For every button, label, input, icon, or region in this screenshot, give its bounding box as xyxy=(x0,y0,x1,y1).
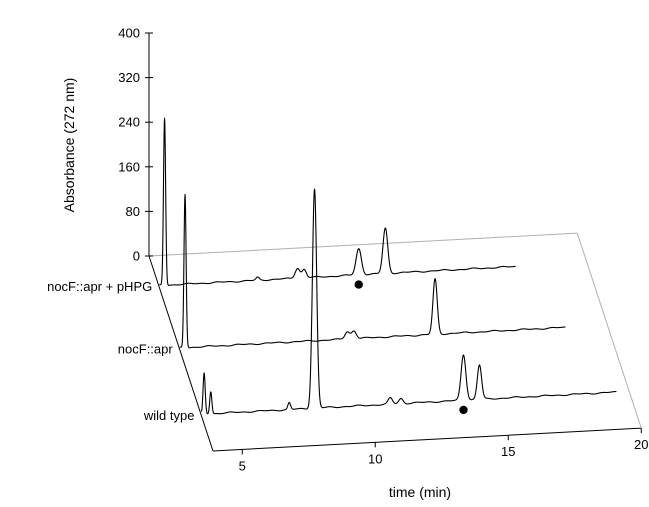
x-tick-label: 20 xyxy=(634,437,648,452)
peak-marker xyxy=(354,280,363,289)
y-tick-label: 240 xyxy=(118,115,140,130)
series-trace xyxy=(158,117,516,286)
y-tick-label: 400 xyxy=(118,26,140,41)
y-axis-label: Absorbance (272 nm) xyxy=(61,78,77,213)
series-trace xyxy=(179,193,566,349)
x-axis-line xyxy=(212,427,642,452)
x-axis-label: time (min) xyxy=(389,484,451,500)
y-tick-label: 0 xyxy=(133,249,140,264)
peak-marker xyxy=(459,405,468,415)
y-tick-label: 160 xyxy=(118,159,140,174)
series-label: nocF::apr xyxy=(118,342,174,357)
y-tick-label: 80 xyxy=(126,204,140,219)
x-tick-label: 5 xyxy=(239,458,246,473)
depth-edge-right xyxy=(576,232,642,429)
series-label: wild type xyxy=(143,408,195,423)
depth-axis-line xyxy=(148,255,214,452)
x-tick-label: 10 xyxy=(368,451,382,466)
x-tick-label: 15 xyxy=(501,444,515,459)
y-tick-label: 320 xyxy=(118,70,140,85)
chart-frame xyxy=(148,33,642,452)
series-trace xyxy=(200,188,617,415)
series-label: nocF::apr + pHPG xyxy=(47,279,152,294)
back-floor-line xyxy=(148,232,578,257)
chart-ticks: 0 80 160 240 320 400 5 10 15 20 xyxy=(118,26,648,474)
